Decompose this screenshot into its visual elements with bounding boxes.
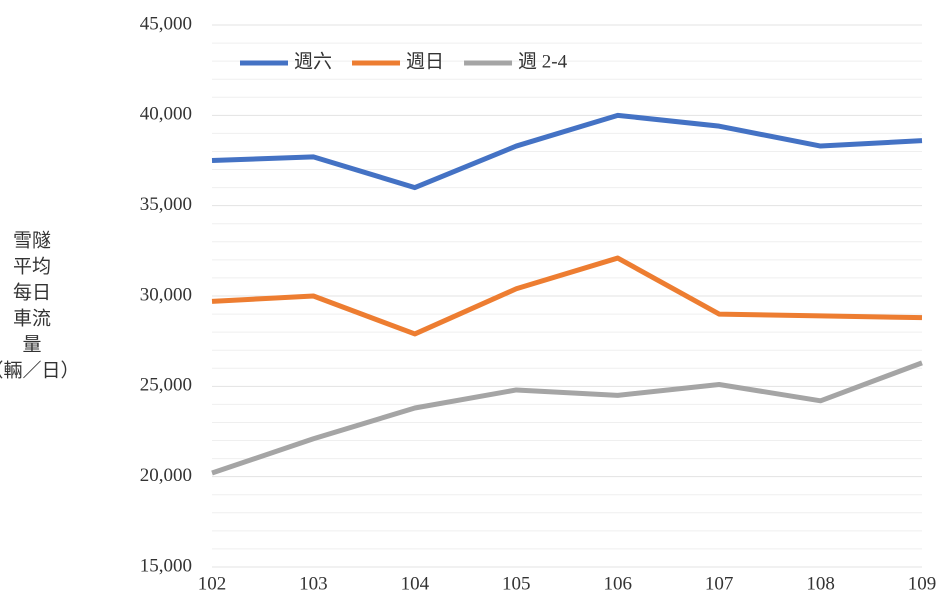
x-tick-label: 104 bbox=[401, 573, 430, 594]
legend-label: 週六 bbox=[294, 50, 332, 72]
legend-label: 週 2-4 bbox=[518, 50, 568, 72]
x-tick-label: 107 bbox=[705, 573, 734, 594]
line bbox=[211, 360, 923, 476]
y-axis-label: 雪隧 bbox=[13, 229, 51, 251]
x-tick-label: 109 bbox=[908, 573, 937, 594]
legend-label: 週日 bbox=[406, 50, 444, 72]
y-axis-label: （輛／日） bbox=[0, 359, 80, 381]
x-tick-label: 106 bbox=[603, 573, 632, 594]
x-tick-label: 103 bbox=[299, 573, 328, 594]
y-tick-label: 15,000 bbox=[140, 555, 192, 576]
y-tick-label: 25,000 bbox=[140, 375, 192, 396]
y-tick-label: 20,000 bbox=[140, 465, 192, 486]
x-tick-label: 108 bbox=[806, 573, 835, 594]
y-tick-label: 45,000 bbox=[140, 13, 192, 34]
line bbox=[211, 112, 923, 191]
line bbox=[211, 255, 923, 337]
x-tick-label: 105 bbox=[502, 573, 531, 594]
y-tick-label: 30,000 bbox=[140, 284, 192, 305]
y-axis-label: 量 bbox=[22, 334, 41, 355]
y-tick-label: 35,000 bbox=[140, 194, 192, 215]
y-axis-label: 平均 bbox=[13, 255, 51, 277]
x-tick-label: 102 bbox=[198, 573, 227, 594]
y-axis-label: 每日 bbox=[13, 281, 51, 303]
y-axis-label: 車流 bbox=[13, 307, 51, 329]
y-tick-label: 40,000 bbox=[140, 104, 192, 125]
